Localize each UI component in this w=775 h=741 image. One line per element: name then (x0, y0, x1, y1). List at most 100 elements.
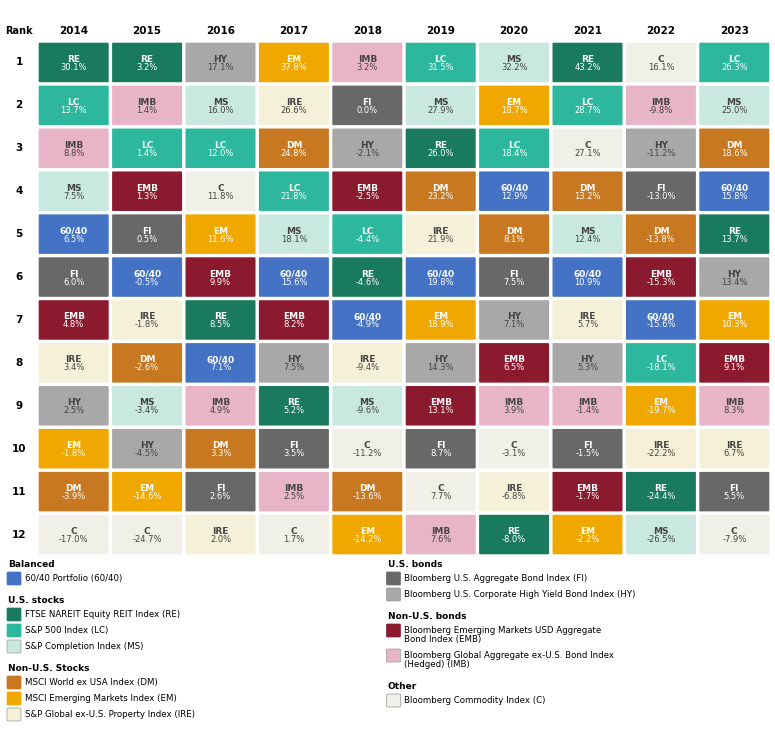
Text: -3.4%: -3.4% (135, 406, 159, 415)
Text: RE: RE (140, 55, 153, 64)
FancyBboxPatch shape (112, 471, 183, 512)
Text: EM: EM (653, 399, 669, 408)
FancyBboxPatch shape (332, 42, 403, 83)
FancyBboxPatch shape (625, 213, 697, 255)
FancyBboxPatch shape (698, 514, 770, 555)
Text: 18.6%: 18.6% (721, 149, 748, 158)
Text: IMB: IMB (578, 399, 597, 408)
FancyBboxPatch shape (478, 514, 549, 555)
Text: 2021: 2021 (573, 26, 602, 36)
Text: DM: DM (212, 441, 229, 451)
Text: RE: RE (361, 270, 374, 279)
Text: 3.2%: 3.2% (136, 63, 158, 72)
Text: DM: DM (139, 356, 155, 365)
Text: HY: HY (434, 356, 448, 365)
Text: DM: DM (432, 184, 449, 193)
Text: 2.5%: 2.5% (284, 492, 305, 501)
Text: EM: EM (433, 313, 448, 322)
Text: Bloomberg Global Aggregate ex-U.S. Bond Index: Bloomberg Global Aggregate ex-U.S. Bond … (405, 651, 615, 660)
FancyBboxPatch shape (332, 213, 403, 255)
Text: 8.5%: 8.5% (210, 320, 231, 330)
FancyBboxPatch shape (478, 471, 549, 512)
Text: IMB: IMB (651, 98, 670, 107)
Text: IRE: IRE (66, 356, 82, 365)
Text: 1.3%: 1.3% (136, 192, 158, 201)
Text: EM: EM (580, 527, 595, 536)
FancyBboxPatch shape (38, 385, 109, 426)
Text: 18.1%: 18.1% (281, 235, 307, 244)
Text: 4.8%: 4.8% (63, 320, 84, 330)
FancyBboxPatch shape (625, 342, 697, 383)
FancyBboxPatch shape (112, 342, 183, 383)
Text: C: C (584, 141, 591, 150)
Text: C: C (511, 441, 518, 451)
Text: 13.1%: 13.1% (428, 406, 454, 415)
Text: 2014: 2014 (59, 26, 88, 36)
FancyBboxPatch shape (112, 428, 183, 469)
Text: 11.6%: 11.6% (207, 235, 234, 244)
FancyBboxPatch shape (698, 385, 770, 426)
Text: IRE: IRE (653, 441, 669, 451)
Text: MS: MS (286, 227, 301, 236)
Text: 26.6%: 26.6% (281, 106, 307, 115)
Text: 60/40: 60/40 (353, 313, 381, 322)
Text: 7.6%: 7.6% (430, 535, 451, 544)
Text: -24.7%: -24.7% (133, 535, 162, 544)
Text: -8.0%: -8.0% (502, 535, 526, 544)
FancyBboxPatch shape (184, 213, 257, 255)
Text: 31.5%: 31.5% (428, 63, 454, 72)
Text: 11.8%: 11.8% (207, 192, 234, 201)
Text: 2: 2 (16, 100, 22, 110)
FancyBboxPatch shape (184, 471, 257, 512)
FancyBboxPatch shape (698, 42, 770, 83)
Text: 13.7%: 13.7% (60, 106, 87, 115)
Text: -15.6%: -15.6% (646, 320, 676, 330)
Text: MSCI Emerging Markets Index (EM): MSCI Emerging Markets Index (EM) (25, 694, 177, 703)
Text: 6: 6 (16, 272, 22, 282)
Text: DM: DM (506, 227, 522, 236)
Text: IMB: IMB (358, 55, 377, 64)
FancyBboxPatch shape (38, 128, 109, 169)
FancyBboxPatch shape (184, 385, 257, 426)
Text: 28.7%: 28.7% (574, 106, 601, 115)
Text: 60/40: 60/40 (60, 227, 88, 236)
Text: 3.2%: 3.2% (356, 63, 378, 72)
Text: LC: LC (728, 55, 740, 64)
FancyBboxPatch shape (405, 42, 477, 83)
Text: DM: DM (579, 184, 596, 193)
Text: 1.4%: 1.4% (136, 106, 157, 115)
FancyBboxPatch shape (258, 42, 329, 83)
FancyBboxPatch shape (405, 299, 477, 340)
Text: 60/40: 60/40 (280, 270, 308, 279)
Text: -1.7%: -1.7% (575, 492, 600, 501)
Text: HY: HY (580, 356, 594, 365)
FancyBboxPatch shape (478, 85, 549, 126)
Text: 2019: 2019 (426, 26, 455, 36)
Text: HY: HY (507, 313, 521, 322)
FancyBboxPatch shape (405, 213, 477, 255)
Text: 60/40: 60/40 (426, 270, 455, 279)
Text: -4.5%: -4.5% (135, 449, 159, 458)
Text: 12.4%: 12.4% (574, 235, 601, 244)
Text: Bloomberg U.S. Aggregate Bond Index (FI): Bloomberg U.S. Aggregate Bond Index (FI) (405, 574, 587, 583)
Text: -2.1%: -2.1% (355, 149, 380, 158)
Text: 18.7%: 18.7% (501, 106, 528, 115)
Text: IMB: IMB (505, 399, 524, 408)
Text: 60/40: 60/40 (500, 184, 529, 193)
FancyBboxPatch shape (405, 428, 477, 469)
FancyBboxPatch shape (258, 385, 329, 426)
Text: 7.1%: 7.1% (504, 320, 525, 330)
Text: 5: 5 (16, 229, 22, 239)
Text: 9: 9 (16, 401, 22, 411)
Text: RE: RE (67, 55, 80, 64)
Text: 21.9%: 21.9% (428, 235, 454, 244)
FancyBboxPatch shape (552, 128, 623, 169)
Text: 2018: 2018 (353, 26, 382, 36)
FancyBboxPatch shape (332, 170, 403, 212)
Text: LC: LC (67, 98, 80, 107)
Text: 10.3%: 10.3% (721, 320, 748, 330)
FancyBboxPatch shape (112, 514, 183, 555)
Text: EMB: EMB (283, 313, 305, 322)
FancyBboxPatch shape (184, 299, 257, 340)
FancyBboxPatch shape (478, 342, 549, 383)
